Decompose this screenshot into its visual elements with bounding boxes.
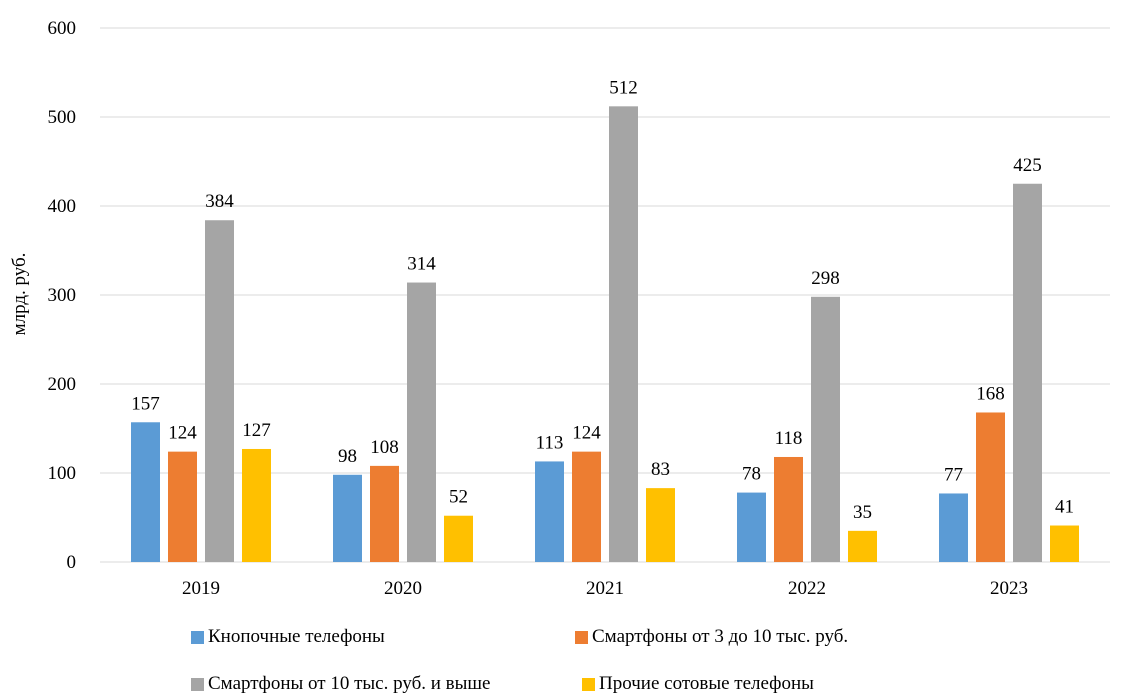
data-label: 124 xyxy=(572,423,601,444)
bar xyxy=(131,422,160,562)
data-label: 52 xyxy=(449,487,468,508)
bar xyxy=(976,412,1005,562)
data-label: 314 xyxy=(407,254,436,275)
y-tick-label: 200 xyxy=(48,374,77,395)
bar xyxy=(333,474,362,562)
x-tick-label: 2022 xyxy=(788,578,826,599)
bar xyxy=(242,448,271,562)
x-tick-label: 2021 xyxy=(586,578,624,599)
data-label: 157 xyxy=(131,393,160,414)
bar xyxy=(848,530,877,562)
bar xyxy=(939,493,968,562)
data-labels: 157 124 384 127 98 108 314 52 113 124 512 83 78 118 29… xyxy=(131,77,1074,523)
data-label: 113 xyxy=(536,432,564,453)
data-label: 118 xyxy=(775,428,803,449)
x-tick-label: 2023 xyxy=(990,578,1028,599)
x-tick-label: 2020 xyxy=(384,578,422,599)
bar xyxy=(535,461,564,562)
data-label: 384 xyxy=(205,191,234,212)
data-label: 98 xyxy=(338,446,357,467)
bar xyxy=(811,296,840,562)
bar xyxy=(444,515,473,562)
data-label: 127 xyxy=(242,420,271,441)
x-axis-ticks: 2019 2020 2021 2022 2023 xyxy=(182,578,1028,599)
data-label: 512 xyxy=(609,77,638,98)
bar xyxy=(370,465,399,562)
data-label: 35 xyxy=(853,502,872,523)
data-label: 168 xyxy=(976,383,1005,404)
y-tick-label: 500 xyxy=(48,107,77,128)
bar xyxy=(737,492,766,562)
data-label: 124 xyxy=(168,423,197,444)
y-tick-label: 600 xyxy=(48,18,77,39)
bar xyxy=(1050,525,1079,562)
data-label: 298 xyxy=(811,268,840,289)
bar xyxy=(205,220,234,563)
y-tick-label: 300 xyxy=(48,285,77,306)
y-tick-label: 0 xyxy=(67,552,77,573)
data-label: 108 xyxy=(370,437,399,458)
y-tick-label: 100 xyxy=(48,463,77,484)
data-label: 425 xyxy=(1013,155,1042,176)
y-axis-ticks: 0 100 200 300 400 500 600 xyxy=(48,18,77,573)
y-tick-label: 400 xyxy=(48,196,77,217)
bar xyxy=(407,282,436,562)
data-label: 77 xyxy=(944,464,963,485)
bar xyxy=(646,488,675,562)
data-label: 78 xyxy=(742,464,761,485)
bars xyxy=(131,106,1079,563)
x-tick-label: 2019 xyxy=(182,578,220,599)
bar xyxy=(168,451,197,562)
bar xyxy=(609,106,638,562)
data-label: 41 xyxy=(1055,497,1074,518)
bar xyxy=(1013,183,1042,562)
bar xyxy=(774,456,803,562)
data-label: 83 xyxy=(651,459,670,480)
bar xyxy=(572,451,601,562)
y-axis-label: млрд. руб. xyxy=(9,253,30,336)
